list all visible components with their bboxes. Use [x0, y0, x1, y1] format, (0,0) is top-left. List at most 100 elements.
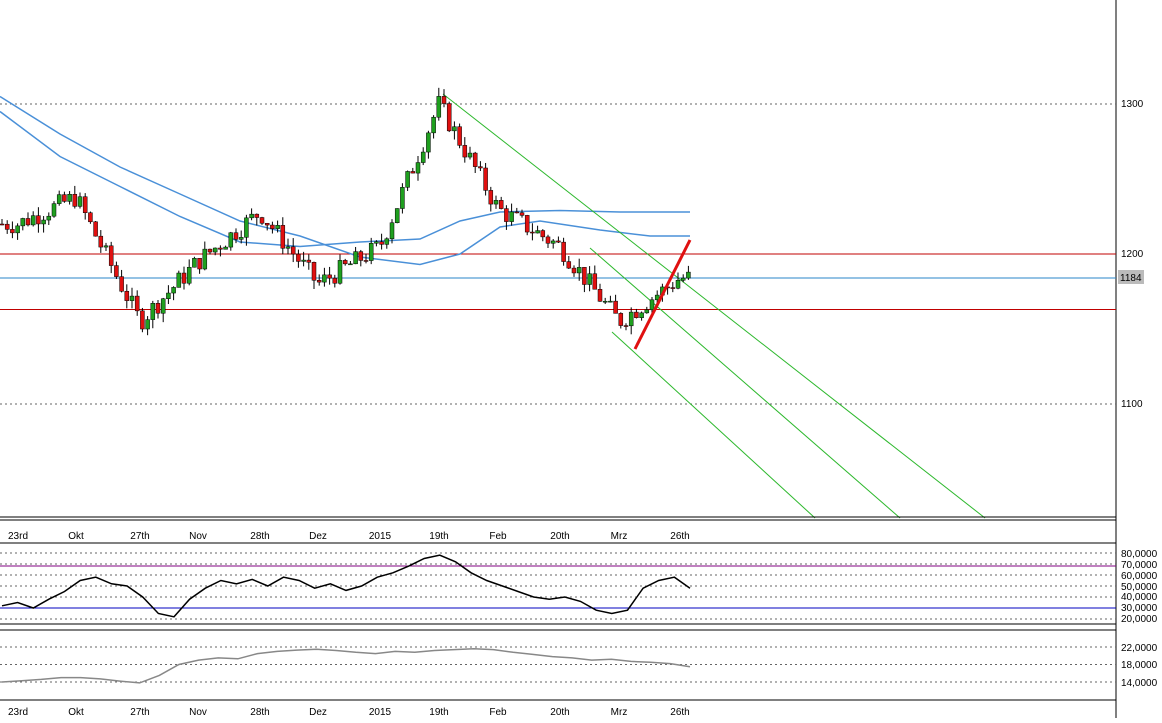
candle-body [680, 277, 686, 281]
candle-body [550, 240, 556, 244]
candle-body [415, 162, 421, 174]
candle-body [103, 245, 109, 248]
x-tick-label: Dez [309, 707, 327, 718]
x-axis-top: 23rd Okt 27th Nov 28th Dez 2015 19th Feb 20th Mrz 2… [8, 531, 690, 542]
candle-body [15, 225, 20, 234]
candle-body [431, 116, 436, 134]
candle-body [436, 96, 442, 118]
x-tick-label: 19th [429, 707, 448, 718]
candle-body [98, 235, 104, 248]
candle-body [634, 311, 639, 318]
x-tick-label: 27th [130, 707, 149, 718]
candle-body [316, 280, 322, 283]
candle-body [140, 310, 145, 330]
candle-body [20, 218, 26, 227]
channel-lower-line [611, 331, 816, 519]
x-tick-label: 28th [250, 707, 269, 718]
rsi-tick-label: 60,0000 [1121, 571, 1158, 582]
candle-body [478, 166, 483, 169]
candle-body [337, 260, 343, 284]
y-tick-label: 1200 [1121, 249, 1144, 260]
candle-body [150, 303, 156, 320]
vol-tick-label: 22,0000 [1121, 643, 1158, 654]
candle-body [301, 259, 306, 262]
x-tick-label: 2015 [369, 707, 392, 718]
candle-body [597, 289, 603, 302]
x-tick-label: 20th [550, 707, 569, 718]
candle-body [93, 221, 98, 237]
rsi-tick-label: 20,0000 [1121, 614, 1158, 625]
candle-body [322, 274, 327, 283]
candle-body [426, 132, 431, 153]
candle-body [192, 258, 197, 268]
candle-body [264, 222, 270, 226]
candle-body [56, 194, 62, 204]
candle-body [608, 300, 613, 303]
candle-body [259, 217, 265, 224]
rsi-tick-label: 30,0000 [1121, 603, 1158, 614]
candle-body [233, 232, 239, 240]
candle-body [270, 224, 275, 229]
candle-body [212, 247, 218, 253]
candle-body [311, 262, 317, 281]
candle-body [10, 229, 15, 234]
candlesticks [0, 87, 691, 336]
candle-body [171, 287, 176, 294]
x-tick-label: Okt [68, 707, 84, 718]
candle-body [160, 298, 166, 314]
rsi-axis-labels: 80,0000 70,0000 60,0000 50,0000 40,0000 … [1121, 549, 1158, 625]
candle-body [114, 265, 119, 277]
candle-body [368, 243, 374, 261]
candle-body [67, 193, 72, 202]
x-tick-label: 26th [670, 531, 689, 542]
candle-body [176, 272, 182, 288]
rsi-tick-label: 80,0000 [1121, 549, 1158, 560]
x-tick-label: 27th [130, 531, 149, 542]
candle-body [618, 313, 624, 326]
candle-body [207, 248, 213, 253]
candle-body [238, 237, 244, 240]
candle-body [410, 171, 416, 174]
channel-upper-line [442, 93, 986, 519]
candle-body [166, 292, 171, 299]
x-axis-bottom: 23rd Okt 27th Nov 28th Dez 2015 19th Feb 20th Mrz 2… [8, 707, 690, 718]
candle-body [280, 225, 286, 249]
indicator-line [1, 648, 691, 684]
candle-body [556, 240, 561, 243]
channel-middle-line [589, 247, 901, 519]
candle-body [181, 272, 187, 284]
candle-body [186, 266, 192, 284]
vol-tick-label: 14,0000 [1121, 678, 1158, 689]
candle-body [332, 277, 338, 284]
x-tick-label: Mrz [611, 707, 628, 718]
vol-grid [0, 646, 1116, 683]
y-tick-label: 1100 [1121, 399, 1143, 410]
candle-body [254, 213, 260, 218]
current-price-marker [1118, 270, 1144, 284]
candle-body [374, 241, 379, 244]
candle-body [488, 190, 494, 205]
candle-body [129, 295, 135, 301]
candle-body [535, 230, 540, 234]
candle-body [566, 261, 572, 269]
candle-body [202, 248, 208, 270]
candle-body [342, 260, 348, 265]
candle-body [379, 241, 384, 245]
x-tick-label: Nov [189, 531, 207, 542]
candle-body [25, 218, 31, 226]
candle-body [389, 222, 395, 240]
candle-body [88, 212, 93, 223]
trend-channel [442, 93, 986, 519]
candle-body [46, 215, 52, 221]
x-tick-label: 28th [250, 531, 269, 542]
candle-body [623, 325, 629, 327]
candle-body [602, 300, 608, 303]
candle-body [72, 193, 78, 207]
candle-body [394, 208, 400, 224]
candle-body [296, 253, 301, 262]
candle-body [77, 196, 83, 207]
candle-body [654, 294, 660, 301]
candle-body [0, 223, 5, 226]
x-tick-label: 19th [429, 531, 448, 542]
